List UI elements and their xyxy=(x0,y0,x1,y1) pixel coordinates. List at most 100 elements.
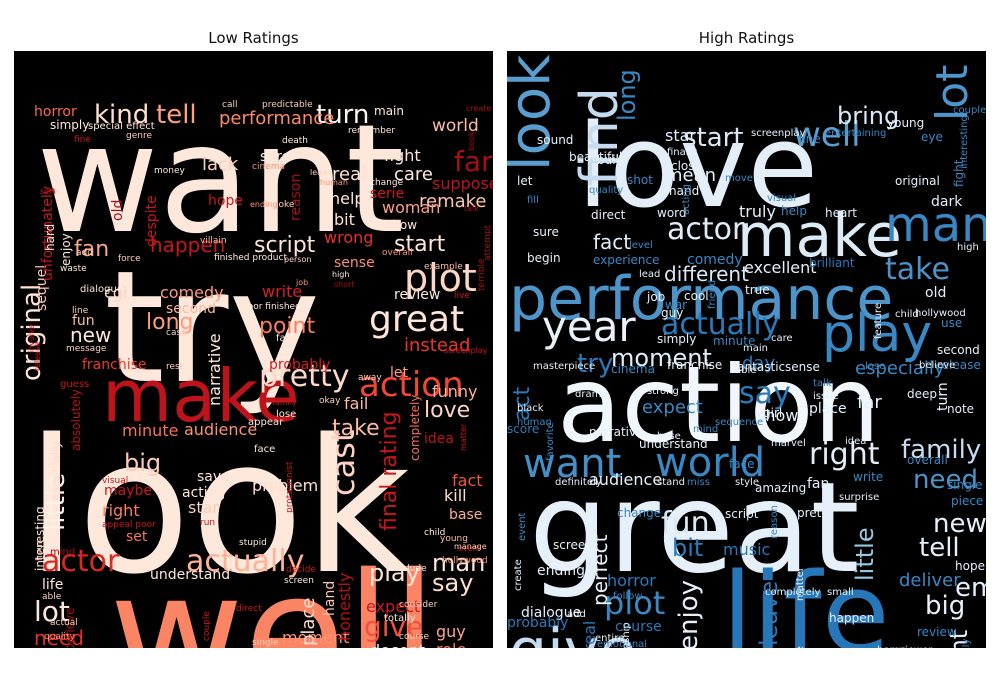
low-word-person: person xyxy=(284,255,311,264)
high-word-perfectly: perfectly xyxy=(961,639,972,648)
high-word-hand: hand xyxy=(669,184,699,198)
low-word-role: role xyxy=(436,640,466,648)
high-word-score: score xyxy=(507,422,539,436)
high-word-brilliant: brilliant xyxy=(809,256,855,270)
low-word-away: away xyxy=(358,373,382,383)
low-word-honestly: honestly xyxy=(335,573,354,641)
low-word-job: job xyxy=(295,278,308,287)
low-word-force: force xyxy=(118,254,141,264)
low-word-review: review xyxy=(394,287,440,303)
high-word-sound: sound xyxy=(537,133,573,147)
high-word-enjoy: enjoy xyxy=(674,580,704,648)
low-word-woman: woman xyxy=(382,198,440,217)
low-word-main: main xyxy=(374,104,404,118)
low-word-absolutely: absolutely xyxy=(69,389,83,451)
high-word-original: original xyxy=(895,174,940,188)
low-word-screen: screen xyxy=(284,576,314,586)
low-word-line: line xyxy=(72,306,89,316)
high-word-event: event xyxy=(517,512,528,541)
high-word-emotional: emotional xyxy=(597,639,647,648)
high-word-woman: woman xyxy=(927,647,964,648)
high-word-job: job xyxy=(646,290,665,304)
high-word-actor: actor xyxy=(667,212,745,247)
low-word-sure: sure xyxy=(260,149,290,165)
low-word-lose: lose xyxy=(276,409,296,420)
low-word-okay: okay xyxy=(319,396,341,406)
high-word-face: face xyxy=(729,457,755,471)
low-word-problem: problem xyxy=(252,476,318,495)
low-word-include: include xyxy=(394,564,427,574)
low-word-totally: totally xyxy=(384,613,416,624)
high-word-life: life xyxy=(722,549,890,648)
high-word-friend: friend xyxy=(707,280,718,309)
low-word-protagonist: protagonist xyxy=(285,461,295,513)
low-word-make: make xyxy=(102,354,300,438)
low-word-appear: appear xyxy=(248,417,284,428)
high-word-move: move xyxy=(725,173,753,184)
high-word-cool: cool xyxy=(684,289,709,303)
low-word-set: set xyxy=(126,529,148,545)
high-word-act: act xyxy=(510,386,535,421)
low-word-decide: decide xyxy=(286,565,316,575)
low-word-fact: fact xyxy=(452,471,483,490)
low-word-course: course xyxy=(399,632,430,642)
low-word-man: man xyxy=(432,549,485,577)
high-word-minute: minute xyxy=(713,334,755,348)
low-word-single: single xyxy=(252,638,279,648)
high-word-sequence: sequence xyxy=(715,417,763,428)
low-word-short: short xyxy=(334,280,355,289)
high-word-sure: sure xyxy=(533,225,559,239)
high-word-eye: eye xyxy=(921,130,943,144)
low-word-say: say xyxy=(432,569,473,597)
high-word-start: start xyxy=(683,123,744,153)
low-word-interesting: interesting xyxy=(33,506,47,571)
low-word-hour: hour xyxy=(35,540,45,561)
low-word-sense: sense xyxy=(334,255,375,271)
low-word-guess: guess xyxy=(60,379,89,390)
high-word-screenplay: screenplay xyxy=(751,128,805,139)
high-word-understand: understand xyxy=(639,437,708,451)
low-word-sort: sort xyxy=(40,187,56,196)
high-word-actually: actually xyxy=(661,307,779,342)
low-word-care: care xyxy=(394,164,433,185)
high-word-fight: fight xyxy=(952,159,966,187)
low-word-pretty: pretty xyxy=(259,359,349,394)
low-word-expect: expect xyxy=(366,597,420,616)
high-word-interesting: interesting xyxy=(959,115,970,169)
high-word-narrative: narrative xyxy=(589,425,644,439)
low-word-visual: visual xyxy=(102,476,128,486)
low-word-message: message xyxy=(66,344,107,354)
low-ratings-title: Low Ratings xyxy=(208,29,299,47)
high-word-visual: visual xyxy=(767,193,796,204)
low-word-actual: actual xyxy=(50,618,78,628)
high-word-believe: believe xyxy=(919,360,955,371)
high-word-far: far xyxy=(857,392,882,413)
high-word-mind: mind xyxy=(693,424,718,435)
low-word-script: script xyxy=(254,233,316,258)
high-word-play: play xyxy=(822,304,932,364)
high-word-reason: reason xyxy=(769,505,780,539)
low-word-wrong: wrong xyxy=(324,228,373,247)
high-word-issue: issue xyxy=(813,391,839,402)
high-word-man: man xyxy=(885,197,986,253)
low-word-cinema: cinema xyxy=(252,162,285,172)
low-word-believe: believe xyxy=(63,607,77,648)
high-word-change: change xyxy=(617,506,661,520)
high-word-war: war xyxy=(665,298,687,312)
high-word-help: help xyxy=(781,204,807,218)
high-word-place: place xyxy=(809,401,847,417)
low-word-fan: fan xyxy=(74,237,109,262)
low-word-franchise: franchise xyxy=(82,357,147,373)
high-word-old: old xyxy=(925,285,946,301)
high-word-action: action xyxy=(557,344,880,466)
low-word-narrative: narrative xyxy=(205,333,224,406)
high-word-write: write xyxy=(853,470,883,484)
low-word-kind: kind xyxy=(94,100,149,130)
low-word-manage: manage xyxy=(454,542,487,551)
high-word-beautiful: beautiful xyxy=(569,150,622,164)
high-word-look: look xyxy=(507,54,563,171)
high-word-perfect: perfect xyxy=(588,534,612,606)
high-word-let: let xyxy=(517,174,533,188)
low-word-moment: moment xyxy=(282,628,349,647)
high-word-marvel: marvel xyxy=(771,438,806,449)
